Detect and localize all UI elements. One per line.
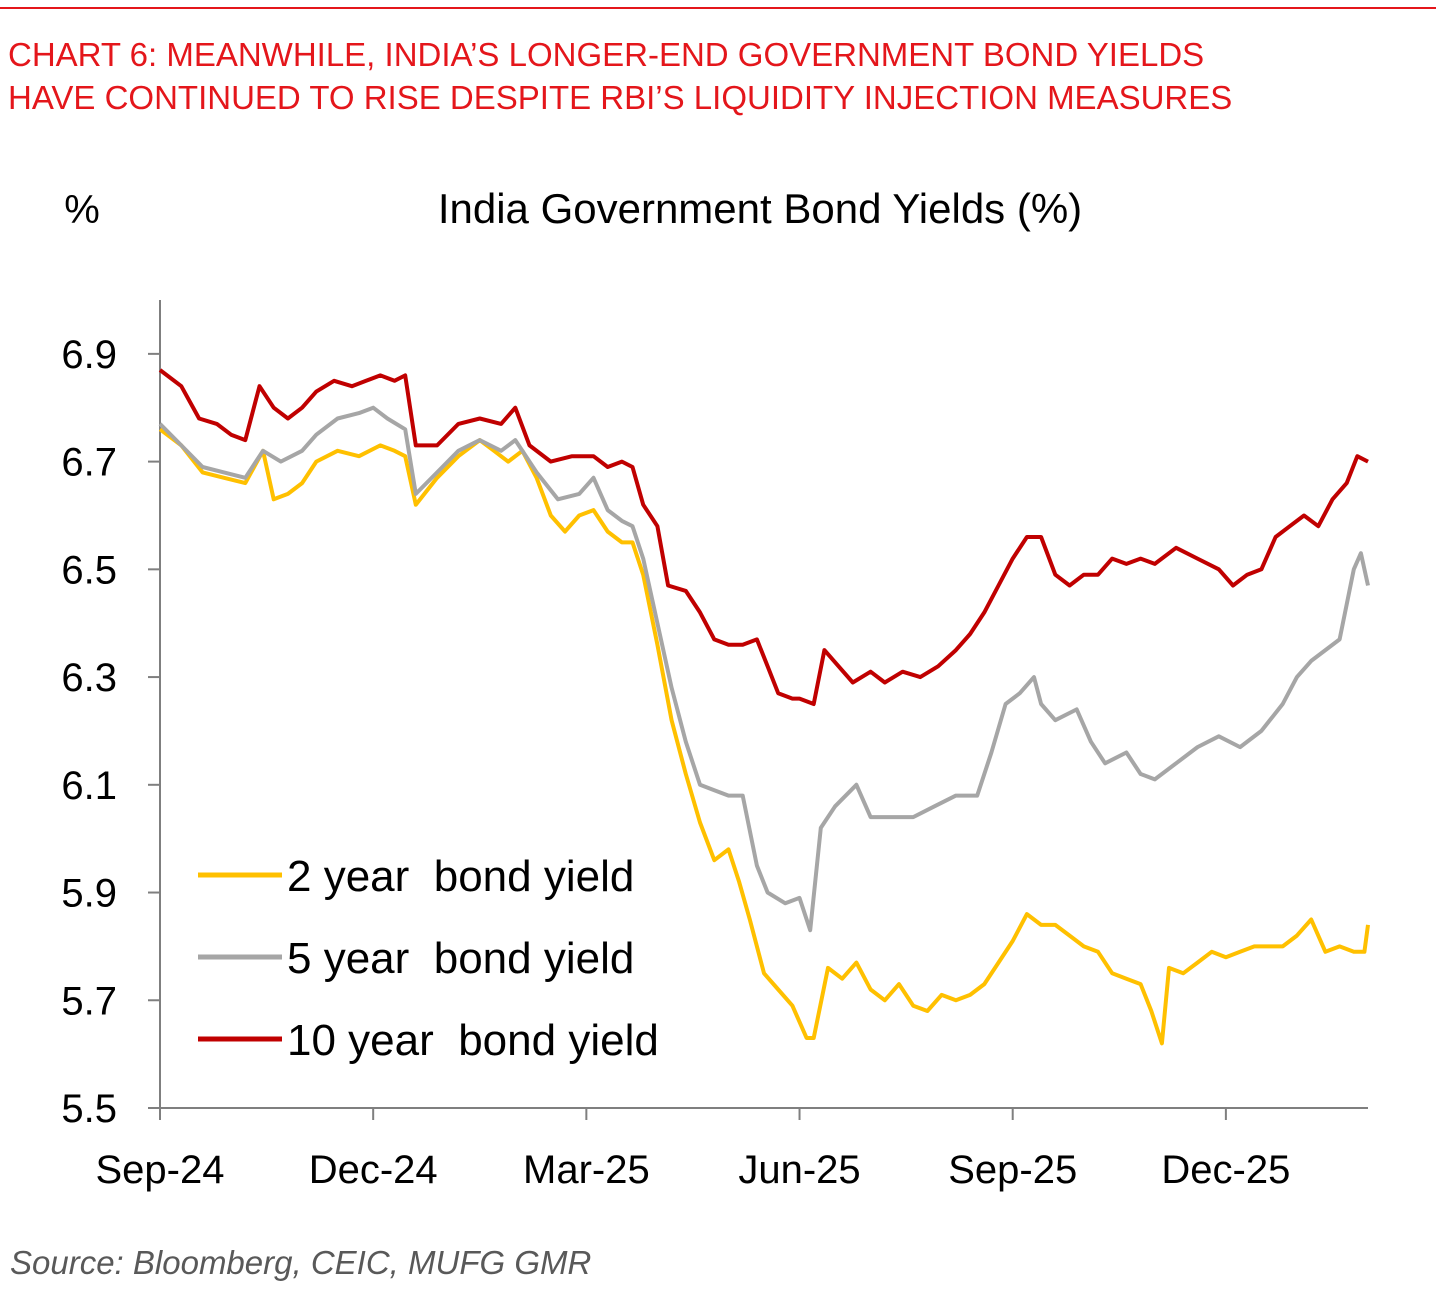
- y-tick-label: 6.9: [61, 333, 117, 377]
- y-tick-label: 6.3: [61, 656, 117, 700]
- chart-title: India Government Bond Yields (%): [438, 185, 1082, 232]
- top-rule: [0, 7, 1436, 9]
- y-tick-label: 5.9: [61, 872, 117, 916]
- y-tick-label: 5.5: [61, 1087, 117, 1131]
- y-tick-label: 5.7: [61, 979, 117, 1023]
- y-tick-label: 6.5: [61, 548, 117, 592]
- axes: 5.5 5.7 5.9 6.1 6.3 6.5 6.7 6.9 Sep-24 Dec-24 Mar-…: [61, 300, 1368, 1192]
- x-tick-label: Dec-25: [1161, 1148, 1290, 1192]
- series-lines: [158, 368, 1370, 1046]
- x-tick-label: Jun-25: [738, 1148, 860, 1192]
- x-tick-label: Mar-25: [523, 1148, 650, 1192]
- source-note: Source: Bloomberg, CEIC, MUFG GMR: [10, 1244, 592, 1281]
- legend-label-2-year-bond-yield: 2 year bond yield: [287, 852, 634, 901]
- x-tick-label: Dec-24: [309, 1148, 438, 1192]
- series-line-2-year-bond-yield: [158, 427, 1370, 1046]
- heading-line-1: CHART 6: MEANWHILE, INDIA’S LONGER-END G…: [8, 36, 1205, 73]
- y-tick-label: 6.7: [61, 441, 117, 485]
- legend-label-5-year-bond-yield: 5 year bond yield: [287, 934, 634, 983]
- x-tick-label: Sep-25: [948, 1148, 1077, 1192]
- bond-yield-chart: % India Government Bond Yields (%) 5.55.…: [61, 185, 1370, 1192]
- series-line-10-year-bond-yield: [158, 368, 1369, 706]
- series-line-5-year-bond-yield: [158, 405, 1370, 933]
- heading-line-2: HAVE CONTINUED TO RISE DESPITE RBI’S LIQ…: [8, 79, 1233, 116]
- legend: 2 year bond yield 5 year bond yield 10 yea…: [198, 852, 659, 1065]
- y-tick-label: 6.1: [61, 764, 117, 808]
- y-axis-unit-label: %: [64, 188, 100, 232]
- x-tick-label: Sep-24: [96, 1148, 225, 1192]
- legend-label-10-year-bond-yield: 10 year bond yield: [287, 1016, 659, 1065]
- chart-heading: CHART 6: MEANWHILE, INDIA’S LONGER-END G…: [8, 33, 1438, 119]
